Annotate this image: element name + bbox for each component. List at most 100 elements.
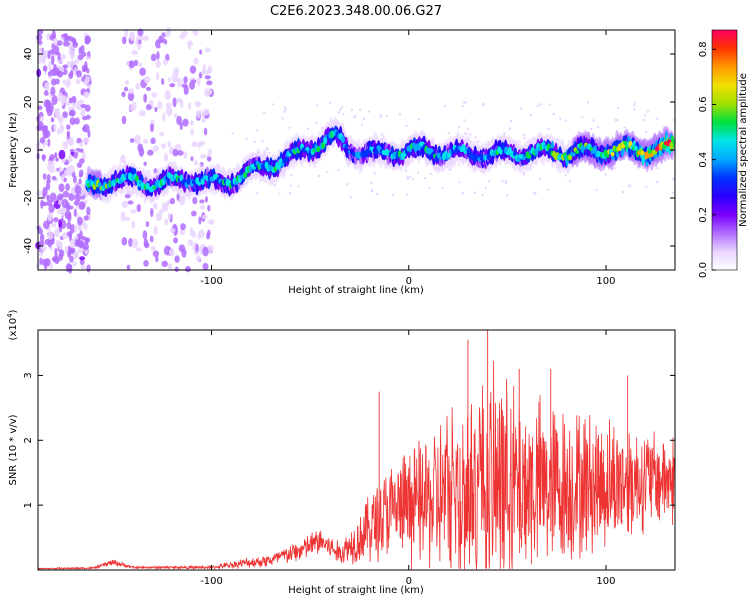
- ridge-core: [284, 156, 289, 163]
- noise-dot: [487, 180, 491, 183]
- noise-dot: [253, 140, 257, 144]
- y-tick-label: 2: [23, 437, 34, 443]
- ridge-core: [374, 148, 379, 155]
- noise-dot: [261, 140, 264, 143]
- noise-dot: [534, 191, 537, 195]
- snr-frame: [37, 329, 676, 571]
- noise-blob: [187, 124, 194, 130]
- noise-blob: [45, 182, 51, 191]
- x-tick-label: 0: [406, 576, 412, 587]
- noise-dot: [416, 171, 420, 174]
- noise-blob: [193, 57, 199, 65]
- y-tick-label: -40: [23, 238, 34, 254]
- noise-dot: [337, 111, 341, 114]
- noise-dot: [289, 184, 292, 187]
- noise-dot: [615, 118, 619, 122]
- noise-blob: [129, 104, 136, 112]
- noise-blob: [193, 159, 198, 166]
- noise-dot: [353, 116, 356, 119]
- noise-dot: [656, 181, 659, 184]
- noise-blob: [83, 199, 88, 204]
- ridge-core: [633, 145, 638, 151]
- noise-blob: [202, 262, 209, 271]
- noise-dot: [468, 133, 472, 136]
- noise-blob: [123, 86, 129, 92]
- noise-dot: [501, 180, 504, 183]
- noise-blob: [51, 94, 58, 105]
- noise-dot: [316, 104, 319, 107]
- noise-blob: [80, 195, 86, 200]
- noise-blob: [179, 34, 186, 40]
- noise-blob: [73, 250, 80, 259]
- noise-dot: [345, 182, 349, 186]
- noise-blob: [80, 236, 87, 241]
- noise-blob: [145, 86, 152, 91]
- noise-blob: [48, 204, 55, 213]
- noise-blob: [68, 97, 73, 104]
- noise-blob: [47, 50, 51, 60]
- noise-blob: [50, 55, 55, 66]
- noise-dot: [481, 193, 484, 197]
- noise-blob: [130, 209, 137, 214]
- noise-blob: [44, 140, 49, 146]
- noise-blob: [36, 225, 41, 231]
- noise-dot: [539, 103, 543, 106]
- noise-blob: [82, 223, 88, 231]
- noise-blob: [135, 39, 139, 45]
- noise-dot: [406, 177, 410, 180]
- noise-blob: [167, 140, 172, 147]
- noise-blob: [58, 219, 62, 228]
- noise-dot: [375, 192, 379, 196]
- noise-dot: [245, 137, 248, 141]
- noise-dot: [255, 192, 259, 195]
- colorbar-tick-label: 0.0: [698, 262, 709, 278]
- noise-dot: [656, 117, 659, 120]
- noise-blob: [53, 124, 57, 132]
- noise-dot: [231, 132, 234, 135]
- noise-blob: [50, 86, 56, 96]
- noise-blob: [63, 177, 67, 183]
- noise-blob: [48, 102, 54, 113]
- y-tick-label: 20: [23, 96, 34, 109]
- noise-blob: [164, 218, 169, 226]
- noise-blob: [75, 78, 81, 85]
- noise-dot: [474, 136, 477, 139]
- noise-dot: [284, 107, 288, 111]
- noise-blob: [157, 100, 163, 110]
- noise-blob: [68, 264, 73, 274]
- noise-blob: [61, 198, 69, 209]
- noise-dot: [380, 113, 383, 117]
- noise-blob: [66, 166, 71, 174]
- ridge-core: [276, 164, 281, 170]
- noise-blob: [155, 72, 160, 81]
- noise-blob: [76, 137, 82, 143]
- noise-dot: [672, 177, 675, 180]
- noise-blob: [87, 129, 91, 138]
- noise-blob: [197, 232, 201, 240]
- noise-blob: [47, 138, 51, 147]
- noise-dot: [623, 126, 626, 129]
- snr-multiplier: (x104): [6, 309, 19, 340]
- noise-blob: [84, 39, 90, 45]
- noise-blob: [177, 77, 183, 88]
- noise-dot: [546, 188, 550, 192]
- noise-blob: [66, 60, 70, 67]
- noise-dot: [338, 108, 342, 111]
- noise-blob: [84, 60, 88, 71]
- y-tick-label: -20: [23, 190, 34, 206]
- noise-dot: [297, 185, 300, 188]
- noise-blob: [37, 47, 42, 53]
- noise-blob: [68, 72, 74, 79]
- noise-blob: [138, 110, 146, 117]
- noise-blob: [74, 185, 82, 195]
- noise-blob: [63, 40, 70, 47]
- noise-blob: [127, 91, 135, 102]
- noise-blob: [124, 28, 128, 38]
- noise-blob: [143, 75, 151, 84]
- noise-blob: [183, 151, 188, 159]
- noise-blob: [204, 196, 208, 203]
- noise-blob: [137, 143, 143, 153]
- noise-blob: [47, 160, 55, 168]
- noise-blob: [60, 53, 66, 60]
- noise-blob: [168, 248, 175, 257]
